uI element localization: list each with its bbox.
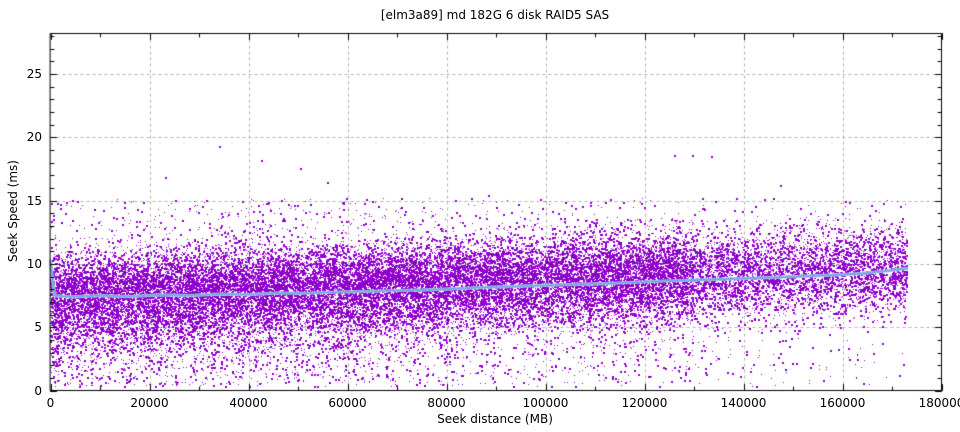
- y-tick-label: 10: [26, 256, 42, 271]
- y-tick-label: 20: [26, 130, 42, 145]
- y-tick-label: 15: [26, 193, 42, 208]
- x-tick-label: 0: [46, 396, 55, 410]
- y-axis-label: Seek Speed (ms): [6, 160, 20, 262]
- x-tick-label: 160000: [819, 396, 866, 410]
- x-tick-label: 140000: [720, 396, 767, 410]
- x-tick-label: 100000: [522, 396, 569, 410]
- y-tick-label: 25: [26, 67, 42, 81]
- chart-title: [elm3a89] md 182G 6 disk RAID5 SAS: [380, 8, 610, 22]
- x-tick-label: 60000: [328, 396, 367, 410]
- x-tick-label: 120000: [621, 396, 668, 410]
- y-tick-label: 5: [34, 320, 42, 335]
- y-tick-label: 0: [34, 383, 42, 398]
- x-tick-label: 180000: [918, 396, 960, 410]
- x-axis-label: Seek distance (MB): [437, 412, 553, 426]
- x-tick-label: 80000: [427, 396, 466, 410]
- x-tick-label: 20000: [130, 396, 169, 410]
- x-tick-label: 40000: [229, 396, 268, 410]
